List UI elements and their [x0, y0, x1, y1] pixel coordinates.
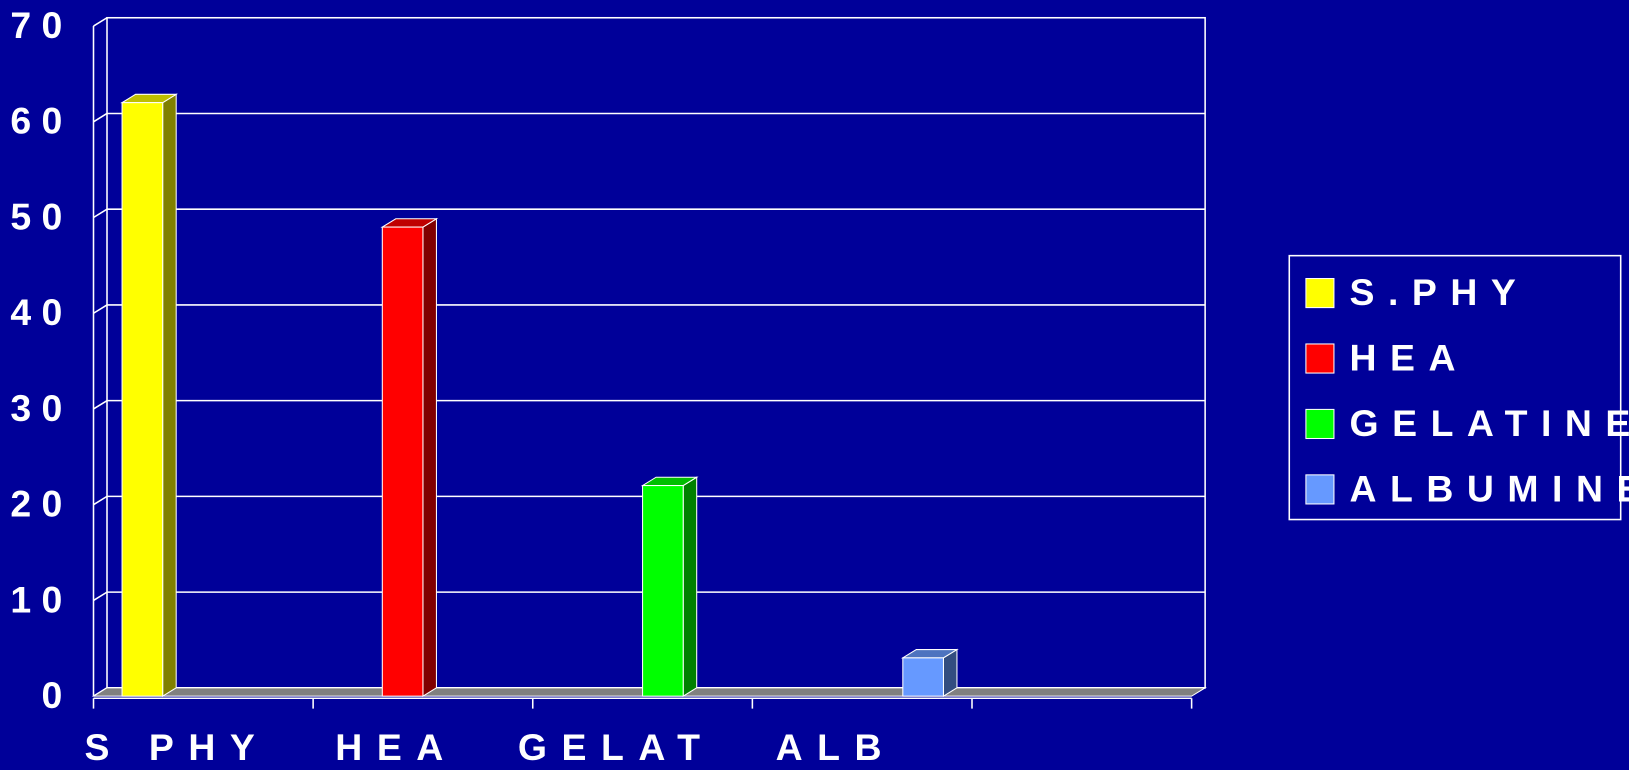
legend-box [1288, 254, 1622, 521]
bar-side [422, 217, 437, 698]
legend-label: GELATINE [1350, 402, 1629, 444]
y-tick-label: 0 [42, 674, 73, 716]
y-tick-label: 30 [10, 387, 72, 429]
legend-swatch [1305, 474, 1335, 505]
bar [902, 657, 944, 697]
y-tick [93, 399, 108, 410]
y-tick [93, 591, 108, 602]
bar [642, 485, 684, 697]
bar [381, 226, 424, 697]
legend-swatch [1305, 343, 1335, 374]
y-tick-label: 20 [10, 483, 72, 525]
y-tick-label: 50 [10, 195, 72, 237]
x-tick-label: ALB [776, 726, 896, 768]
legend-label: S.PHY [1350, 271, 1530, 313]
y-tick-label: 60 [10, 100, 72, 142]
x-tick-label: HEA [335, 726, 458, 768]
bar-side [682, 476, 698, 698]
y-tick [93, 495, 108, 506]
y-tick [93, 208, 108, 219]
y-tick-label: 70 [10, 4, 72, 46]
legend-label: HEA [1350, 336, 1469, 378]
legend-label: ALBUMINE [1350, 467, 1629, 509]
y-tick [93, 17, 108, 27]
legend-swatch [1305, 277, 1335, 309]
legend-swatch [1305, 408, 1335, 440]
bar [121, 102, 164, 697]
bar-side [162, 93, 177, 698]
x-tick-label: S PHY [84, 726, 269, 768]
y-tick [93, 112, 108, 123]
y-tick [93, 304, 108, 314]
x-tick-label: GELAT [518, 726, 715, 768]
y-tick-label: 40 [10, 291, 72, 333]
y-tick-label: 10 [10, 578, 72, 620]
